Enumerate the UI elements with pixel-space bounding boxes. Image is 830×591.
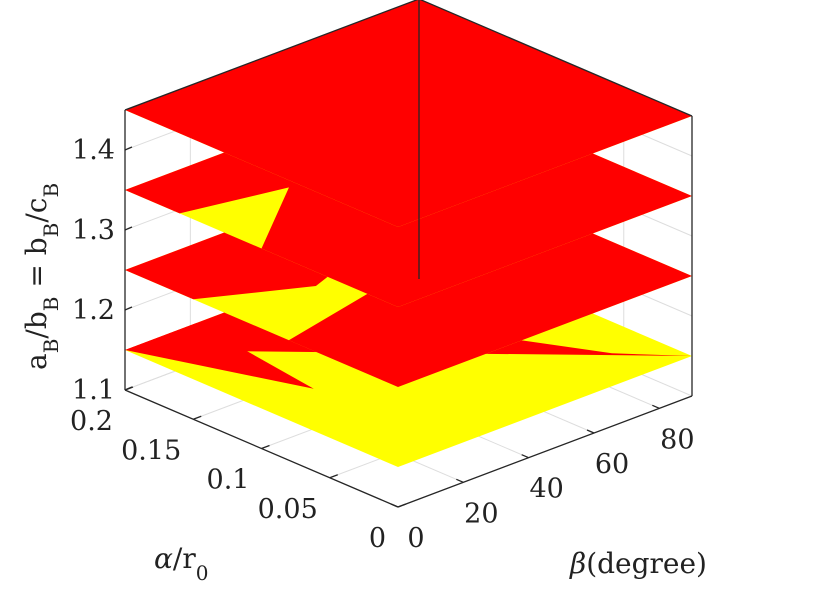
z-tick-label: 1.1 [72, 375, 115, 406]
y-tick [329, 474, 338, 479]
y-axis-label: α/r0 [154, 542, 208, 585]
y-tick [124, 386, 134, 391]
z-tick-label: 1.3 [72, 215, 115, 246]
x-axis-label: β(degree) [569, 547, 707, 580]
z-axis-label-subscript: B [39, 223, 63, 238]
x-tick-label: 20 [464, 498, 498, 529]
y-tick [193, 415, 202, 420]
y-tick-label: 0.1 [207, 465, 250, 496]
y-tick-label: 0.2 [70, 406, 113, 437]
z-tick [124, 306, 133, 311]
z-axis-label-subscript: B [39, 339, 63, 354]
z-tick-label: 1.2 [72, 295, 115, 326]
x-tick [586, 429, 595, 434]
y-tick-label: 0.15 [121, 435, 181, 466]
y-tick-label: 0 [369, 523, 386, 554]
z-tick-label: 1.4 [72, 135, 115, 166]
z-axis-label-part: /b [20, 311, 53, 338]
z-axis-label-part: a [20, 353, 53, 370]
slice-high-region [125, 322, 314, 389]
chart-ticks [124, 146, 660, 508]
y-tick [397, 503, 407, 508]
x-tick [390, 503, 399, 508]
x-tick [456, 478, 464, 483]
z-axis-label: aB/bB = bB/cB [20, 183, 63, 370]
box-edge [124, 0, 419, 111]
z-tick [124, 226, 133, 231]
z-axis-label-subscript: B [39, 183, 63, 198]
x-tick-label: 0 [407, 523, 424, 554]
x-tick-label: 40 [529, 474, 563, 505]
x-tick-label: 80 [660, 424, 694, 455]
z-axis-label-part: /c [20, 198, 53, 223]
box-edge [419, 0, 693, 117]
chart-slices [125, 0, 692, 467]
z-axis-label-part: = b [20, 237, 53, 296]
x-tick [652, 404, 660, 409]
z-tick [124, 146, 133, 151]
z-axis-label-subscript: B [39, 297, 63, 312]
chart-tick-labels: 1.1 1.2 1.3 1.4 0 20 40 60 80 0 0.05 0.1 0.15 0.2 [70, 135, 694, 554]
box-edge [397, 395, 693, 508]
x-tick [521, 454, 529, 459]
chart-box [124, 0, 693, 508]
y-tick [261, 444, 270, 450]
y-tick-label: 0.05 [258, 494, 318, 525]
x-tick-label: 60 [595, 449, 629, 480]
